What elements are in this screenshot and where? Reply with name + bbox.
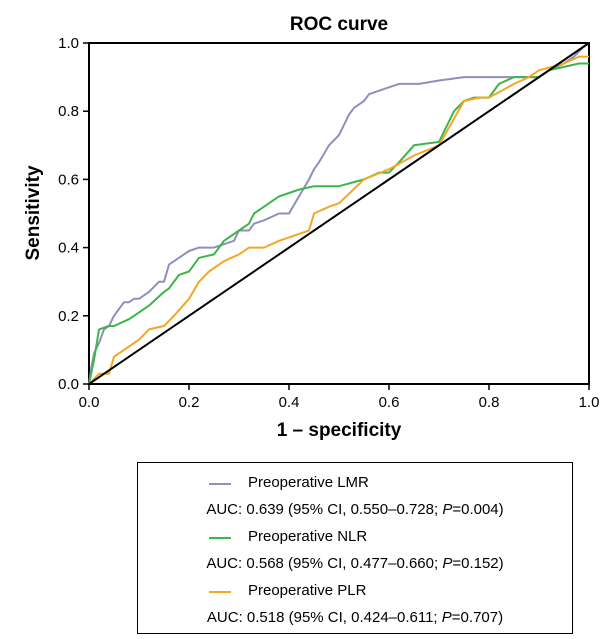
- legend-label-plr: Preoperative PLR: [248, 582, 367, 599]
- legend-entry-nlr: Preoperative NLR: [138, 525, 572, 551]
- legend-label-lmr: Preoperative LMR: [248, 474, 369, 491]
- auc-p-nlr: =0.152): [452, 555, 504, 572]
- y-tick-label: 0.0: [58, 376, 79, 393]
- chart-title: ROC curve: [290, 14, 388, 35]
- y-tick-label: 0.6: [58, 171, 79, 188]
- auc-text-lmr: AUC: 0.639 (95% CI, 0.550–0.728;: [206, 501, 443, 518]
- legend-swatch-lmr: [209, 483, 231, 485]
- x-tick-label: 0.4: [279, 394, 300, 411]
- x-axis-label: 1 – specificity: [277, 420, 402, 441]
- p-symbol-lmr: P: [442, 501, 453, 518]
- y-axis-label: Sensitivity: [23, 165, 44, 260]
- auc-text-plr: AUC: 0.518 (95% CI, 0.424–0.611;: [206, 609, 442, 626]
- series-line-plr: [88, 55, 589, 385]
- legend-swatch-nlr: [209, 537, 231, 539]
- x-tick-label: 0.8: [479, 394, 500, 411]
- reference-diagonal-line: [88, 42, 590, 385]
- y-tick-label: 0.2: [58, 308, 79, 325]
- legend-label-nlr: Preoperative NLR: [248, 528, 368, 545]
- legend-auc-plr: AUC: 0.518 (95% CI, 0.424–0.611; P=0.707…: [138, 606, 572, 632]
- auc-text-nlr: AUC: 0.568 (95% CI, 0.477–0.660;: [206, 555, 443, 572]
- auc-p-plr: =0.707): [451, 609, 504, 626]
- legend-swatch-plr: [209, 591, 231, 593]
- x-tick-label: 0.2: [179, 394, 200, 411]
- series-line-nlr: [88, 62, 589, 385]
- legend-entry-plr: Preoperative PLR: [138, 579, 572, 605]
- x-tick-label: 1.0: [579, 394, 600, 411]
- plot-area: [88, 42, 590, 385]
- p-symbol-nlr: P: [442, 555, 453, 572]
- series-line-lmr: [88, 42, 590, 385]
- x-tick-label: 0.0: [79, 394, 100, 411]
- p-symbol-plr: P: [441, 609, 452, 626]
- legend: Preoperative LMR AUC: 0.639 (95% CI, 0.5…: [137, 462, 573, 634]
- axis-ticks: 0.0 0.2 0.4 0.6 0.8 1.0 0.0 0.2 0.4 0.6 0.8 1.0: [58, 35, 599, 411]
- y-tick-label: 1.0: [58, 35, 79, 52]
- y-tick-label: 0.8: [58, 103, 79, 120]
- auc-p-lmr: =0.004): [452, 501, 504, 518]
- y-tick-label: 0.4: [58, 240, 79, 257]
- plot-frame: [88, 42, 590, 385]
- x-tick-label: 0.6: [379, 394, 400, 411]
- legend-auc-lmr: AUC: 0.639 (95% CI, 0.550–0.728; P=0.004…: [138, 498, 572, 524]
- legend-auc-nlr: AUC: 0.568 (95% CI, 0.477–0.660; P=0.152…: [138, 552, 572, 578]
- legend-entry-lmr: Preoperative LMR: [138, 471, 572, 497]
